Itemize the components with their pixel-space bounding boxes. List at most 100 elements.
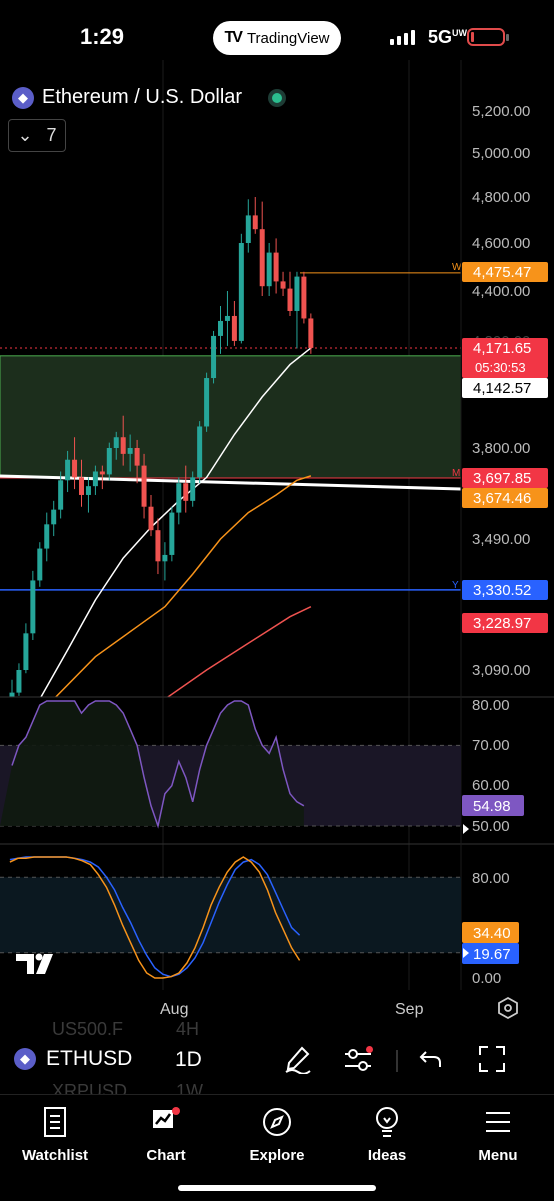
candle-body xyxy=(294,276,300,311)
price-label-3-bg xyxy=(462,468,548,488)
candle-body xyxy=(190,477,196,501)
price-label-2-bg xyxy=(462,378,548,398)
trendline-white xyxy=(0,474,462,491)
tab-menu[interactable]: Menu xyxy=(448,1103,548,1164)
candle-body xyxy=(37,548,43,581)
tab-ideas[interactable]: Ideas xyxy=(337,1103,437,1164)
watermark-part xyxy=(36,954,53,974)
candle-body xyxy=(148,506,154,531)
candle-body xyxy=(252,215,258,230)
ethereum-icon: ◆ xyxy=(12,86,34,109)
chart-settings-gear-icon[interactable] xyxy=(498,996,518,1020)
interval-selector-button[interactable]: 1D xyxy=(175,1048,202,1071)
price-axis-tick: 4,800.00 xyxy=(472,189,530,206)
price-label-0-marker: W xyxy=(452,262,462,273)
time-axis-sep: Sep xyxy=(395,1001,424,1018)
candle-body xyxy=(16,670,22,693)
price-axis-tick: 3,090.00 xyxy=(472,662,530,679)
home-indicator xyxy=(178,1185,376,1191)
tab-watchlist-label: Watchlist xyxy=(21,1147,89,1164)
stoch-axis-tick: 80.00 xyxy=(472,870,510,887)
tab-chart-label: Chart xyxy=(146,1147,186,1164)
rsi-axis-tick: 80.00 xyxy=(472,697,510,714)
market-open-icon xyxy=(268,89,286,107)
candle-body xyxy=(99,471,105,475)
fullscreen-icon[interactable] xyxy=(478,1045,506,1080)
candle-body xyxy=(79,477,84,495)
tradingview-pill[interactable]: TV TradingView xyxy=(213,21,341,55)
price-axis-tick: 3,490.00 xyxy=(472,531,530,548)
chart-svg[interactable]: 5,200.00 5,000.00 4,800.00 4,600.00 4,400.00… xyxy=(0,0,554,1030)
ghost-row-interval-1: 4H xyxy=(176,1019,200,1039)
candle-body xyxy=(51,509,57,525)
candle-body xyxy=(134,448,140,466)
price-label-6-bg xyxy=(462,613,548,633)
price-label-2: 4,142.57 xyxy=(473,380,531,397)
chart-area[interactable]: 5,200.00 5,000.00 4,800.00 4,600.00 4,400.00… xyxy=(0,0,554,1030)
indicator-settings-icon[interactable] xyxy=(343,1046,373,1081)
price-axis-tick: 3,800.00 xyxy=(472,440,530,457)
candle-body xyxy=(44,524,50,549)
candle-body xyxy=(301,276,307,319)
stoch-d-value: 19.67 xyxy=(473,946,511,963)
watchlist-icon xyxy=(5,1103,105,1141)
clock: 1:29 xyxy=(80,24,125,49)
undo-icon[interactable] xyxy=(418,1046,444,1079)
symbol-selector-button[interactable]: ◆ ETHUSD xyxy=(14,1047,132,1071)
price-label-0: 4,475.47 xyxy=(473,264,531,281)
symbol-title: Ethereum / U.S. Dollar xyxy=(42,86,243,108)
candle-body xyxy=(211,335,217,379)
tab-chart[interactable]: Chart xyxy=(116,1103,216,1164)
candle-body xyxy=(141,465,147,507)
tab-bar: Watchlist Chart Explore Ideas Menu xyxy=(0,1094,554,1201)
candle-body xyxy=(308,318,314,348)
network-sup: UW xyxy=(452,28,468,38)
candles-group xyxy=(9,197,314,697)
tab-watchlist[interactable]: Watchlist xyxy=(5,1103,105,1164)
lightbulb-icon xyxy=(337,1103,437,1141)
gear-shape xyxy=(498,996,518,1020)
price-axis-tick: 5,000.00 xyxy=(472,145,530,162)
network-label: 5GUW xyxy=(428,27,468,47)
price-axis-tick: 4,400.00 xyxy=(472,283,530,300)
candle-body xyxy=(106,448,112,475)
candle-body xyxy=(65,459,71,481)
candle-body xyxy=(176,483,182,513)
indicators-toggle-button[interactable]: ⌄ 7 xyxy=(8,119,66,152)
candle-body xyxy=(266,252,272,287)
price-label-5-bg xyxy=(462,580,548,600)
ghost-row-symbol-1: US500.F xyxy=(52,1019,124,1039)
rsi-line xyxy=(11,700,305,829)
ma-red-line xyxy=(166,606,312,697)
candle-body xyxy=(72,459,78,478)
gear-center xyxy=(504,1004,512,1012)
rsi-overbought-fill xyxy=(0,701,304,826)
watermark-part xyxy=(35,953,43,961)
draw-pen-icon[interactable] xyxy=(284,1044,312,1081)
indicator-count: 7 xyxy=(46,125,57,145)
candle-body xyxy=(85,486,91,495)
stoch-k-value: 34.40 xyxy=(473,925,511,942)
tab-explore[interactable]: Explore xyxy=(227,1103,327,1164)
tradingview-pill-label: TradingView xyxy=(246,29,330,47)
ethereum-icon: ◆ xyxy=(14,1048,36,1070)
stoch-k-value-bg xyxy=(462,922,519,943)
status-bar: 1:29 TV TradingView 5GUW xyxy=(0,0,554,78)
signal-icon xyxy=(390,30,415,45)
price-axis-tick: 4,600.00 xyxy=(472,235,530,252)
watermark-part xyxy=(16,954,34,974)
symbol-title-row[interactable]: ◆ Ethereum / U.S. Dollar xyxy=(12,86,242,109)
price-label-1-bg xyxy=(462,338,548,378)
candle-body xyxy=(259,229,265,287)
tradingview-watermark-icon xyxy=(16,953,53,974)
ticker-label: ETHUSD xyxy=(46,1047,133,1070)
candle-body xyxy=(113,437,119,448)
price-label-5: 3,330.52 xyxy=(473,582,531,599)
price-label-4-bg xyxy=(462,488,548,508)
toolbar-divider xyxy=(396,1050,398,1072)
rsi-pointer-icon xyxy=(463,824,469,834)
price-label-3: 3,697.85 xyxy=(473,470,531,487)
candle-body xyxy=(197,426,203,478)
candle-body xyxy=(58,480,64,510)
hamburger-menu-icon xyxy=(448,1103,548,1141)
